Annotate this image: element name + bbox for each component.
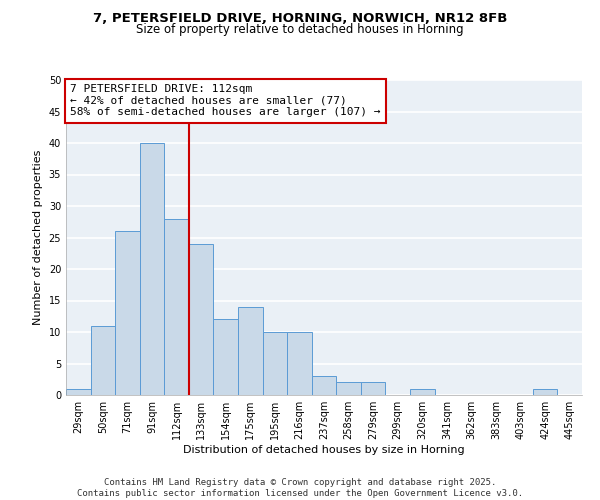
Bar [164,218,189,395]
Text: Contains HM Land Registry data © Crown copyright and database right 2025.
Contai: Contains HM Land Registry data © Crown c… [77,478,523,498]
Bar [287,332,312,395]
Text: 7 PETERSFIELD DRIVE: 112sqm
← 42% of detached houses are smaller (77)
58% of sem: 7 PETERSFIELD DRIVE: 112sqm ← 42% of det… [70,84,380,117]
Bar [312,376,336,395]
Text: 7, PETERSFIELD DRIVE, HORNING, NORWICH, NR12 8FB: 7, PETERSFIELD DRIVE, HORNING, NORWICH, … [93,12,507,26]
Bar [115,231,140,395]
Bar [189,244,214,395]
Bar [238,307,263,395]
Bar [410,388,434,395]
Bar [361,382,385,395]
Y-axis label: Number of detached properties: Number of detached properties [33,150,43,325]
Bar [533,388,557,395]
Bar [66,388,91,395]
Bar [91,326,115,395]
Text: Size of property relative to detached houses in Horning: Size of property relative to detached ho… [136,22,464,36]
X-axis label: Distribution of detached houses by size in Horning: Distribution of detached houses by size … [183,445,465,455]
Bar [140,143,164,395]
Bar [214,320,238,395]
Bar [336,382,361,395]
Bar [263,332,287,395]
